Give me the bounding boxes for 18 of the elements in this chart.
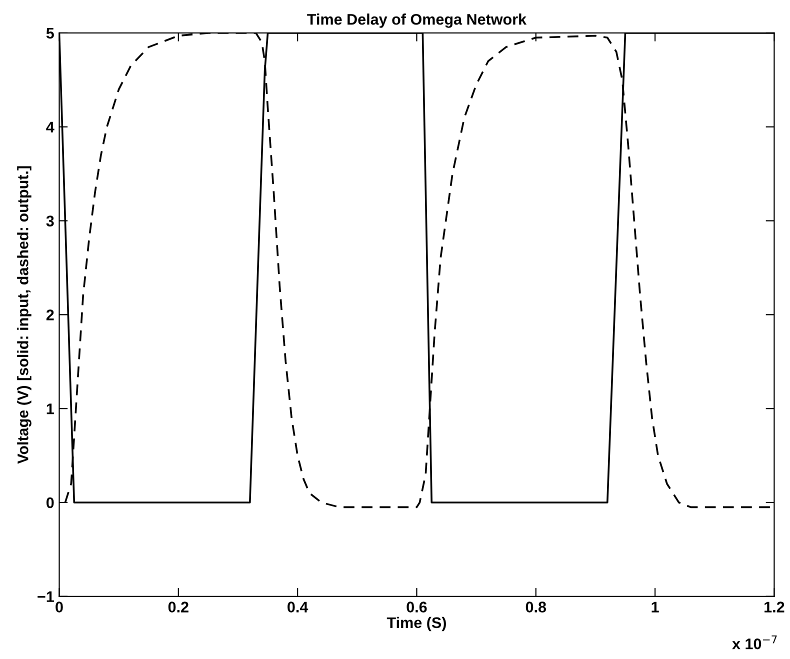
y-tick-label: 2 <box>46 310 54 320</box>
x-tick-label: 1 <box>652 602 659 612</box>
x-tick-label: 0 <box>56 602 63 612</box>
y-tick-label: −1 <box>38 591 54 602</box>
text: x 10$^{−7}$ <box>732 635 777 650</box>
y-tick-label: 3 <box>46 216 54 226</box>
y-tick-label: 4 <box>46 122 54 132</box>
x-axis-title: Time (S) <box>386 616 446 632</box>
y-tick-label: 0 <box>46 497 54 508</box>
x-tick-label: 1.2 <box>764 602 784 612</box>
x-tick-label: 0.4 <box>288 602 308 612</box>
x-tick-label: 0.8 <box>526 602 546 612</box>
y-axis-title: Voltage (V) [solid: input, dashed: output.] <box>17 166 32 464</box>
y-tick-label: 5 <box>46 28 54 39</box>
x-tick-label: 0.6 <box>406 602 427 612</box>
chart-title: Time Delay of Omega Network <box>307 14 527 28</box>
y-tick-label: 1 <box>46 404 54 414</box>
x-tick-label: 0.2 <box>168 602 188 612</box>
